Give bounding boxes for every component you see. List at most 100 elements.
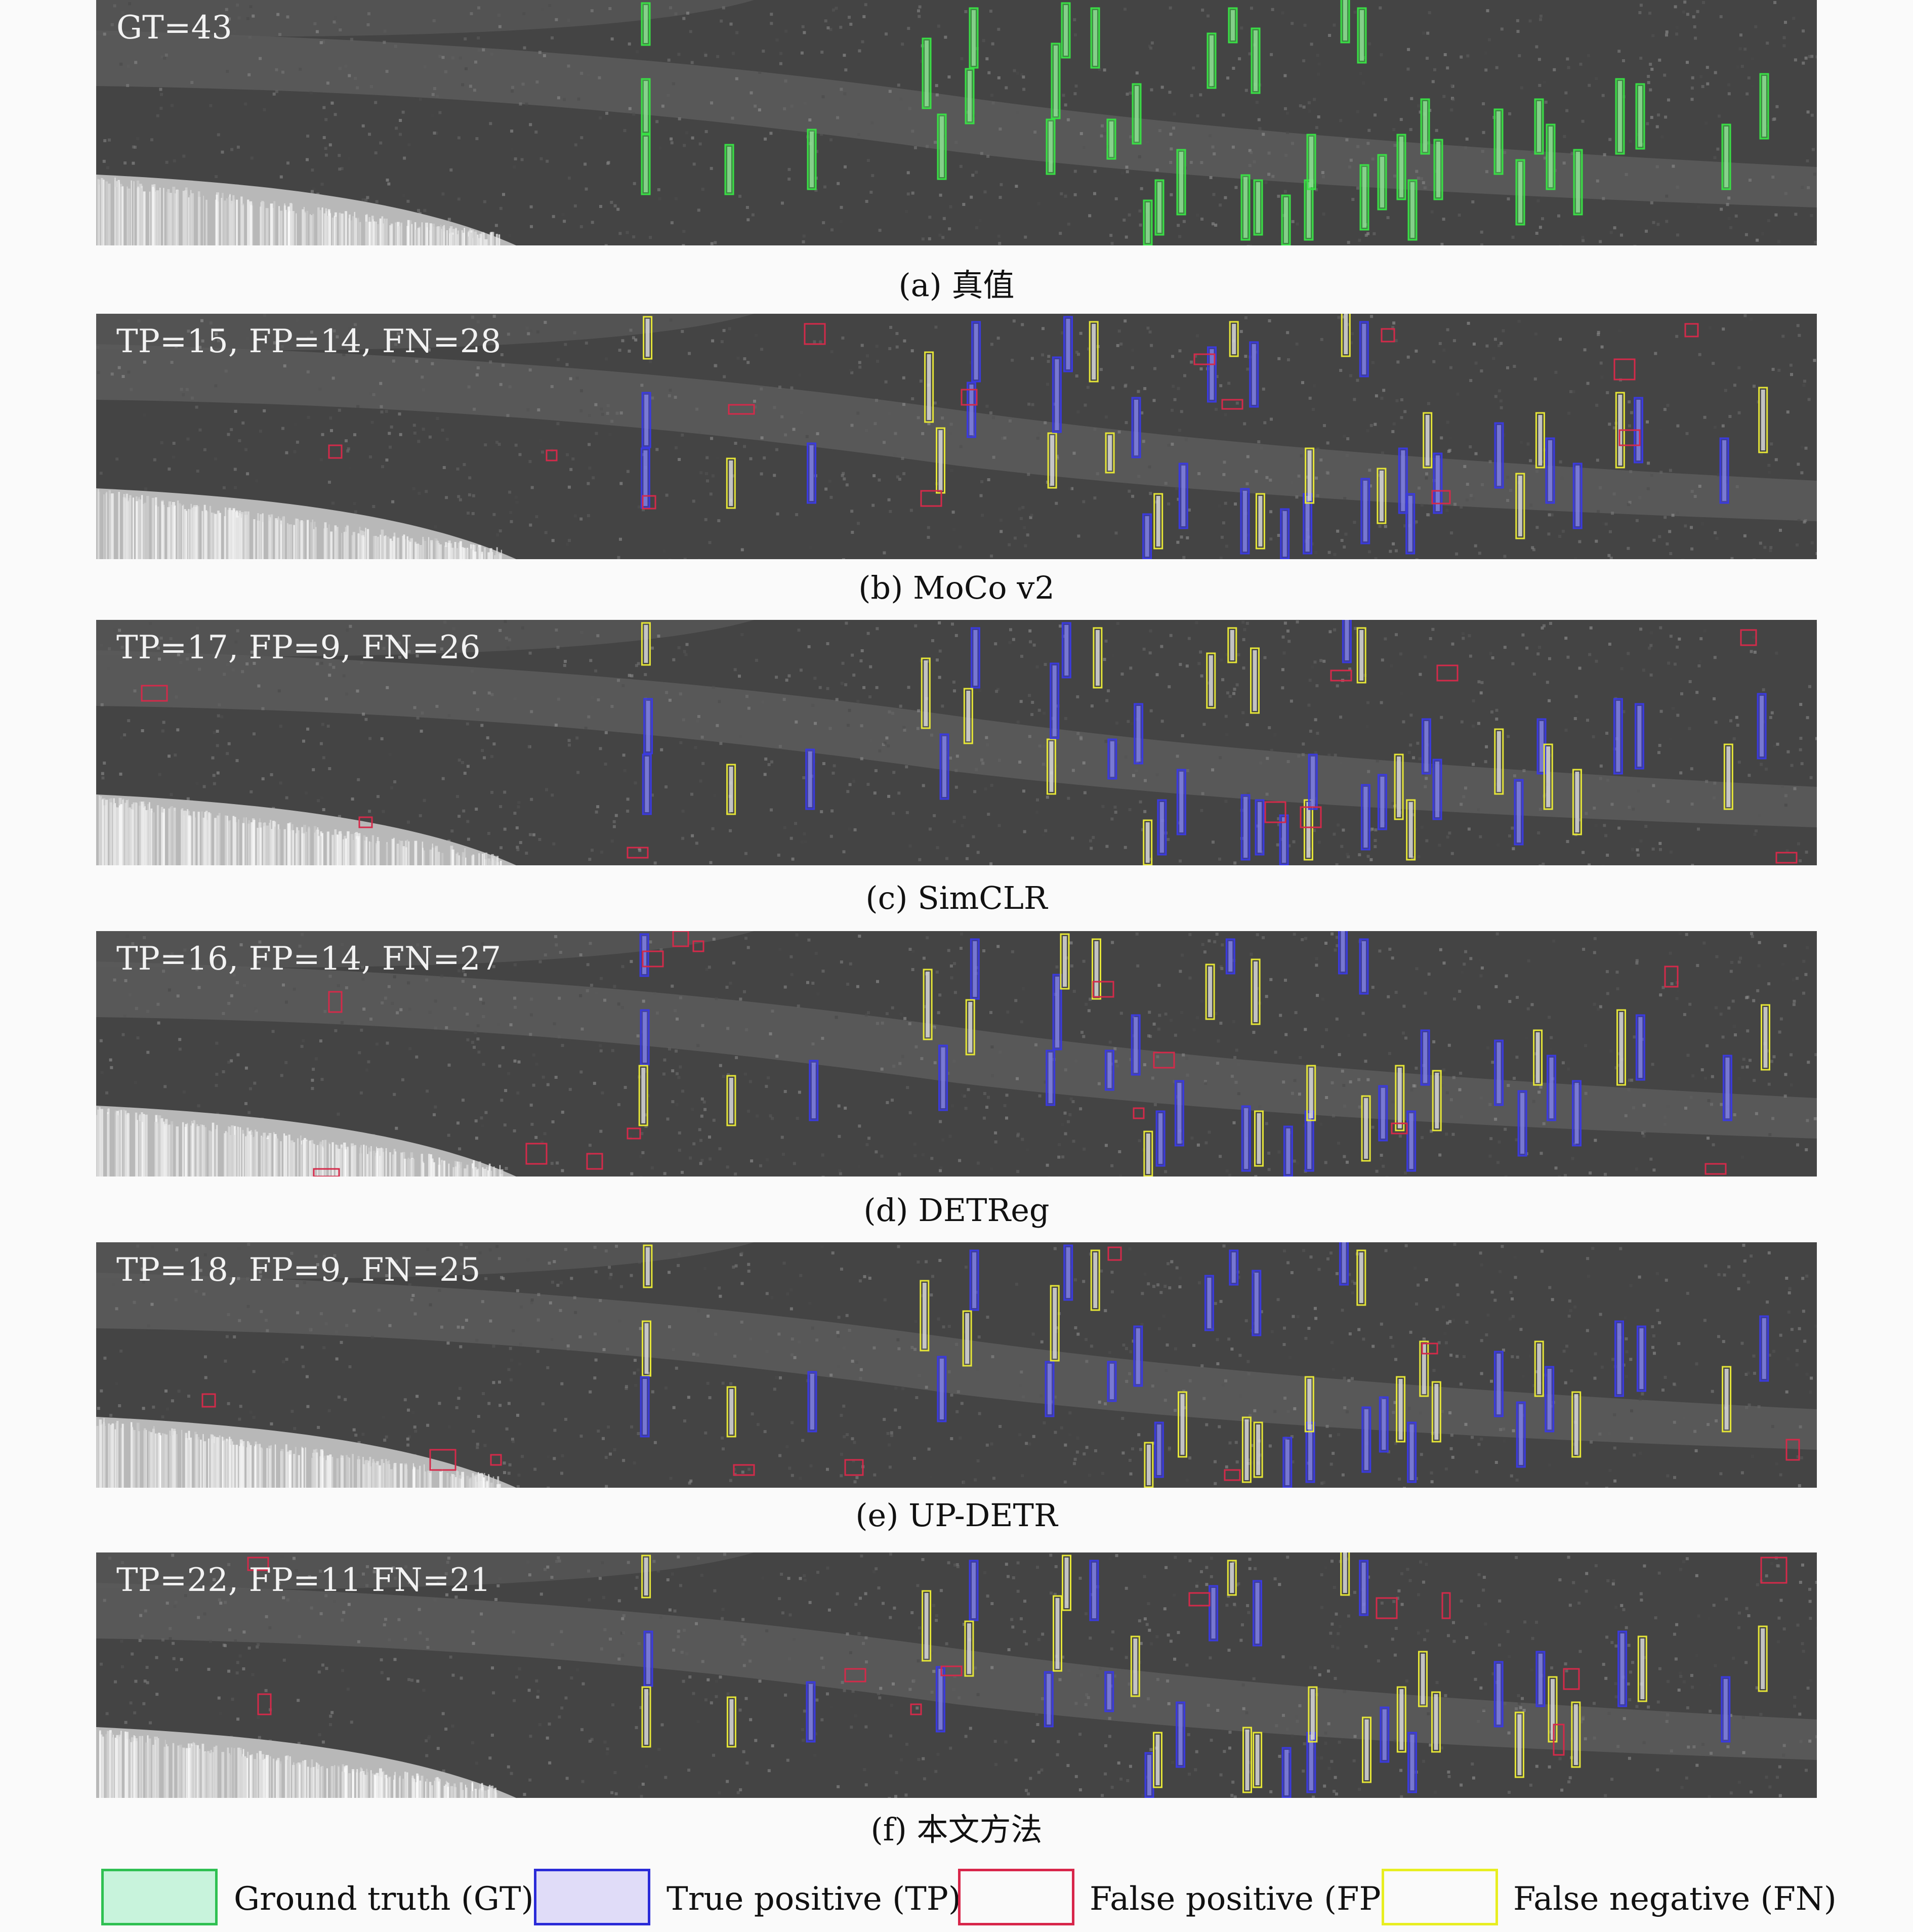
gt-box xyxy=(1143,199,1153,245)
panel-stat-label: TP=17, FP=9, FN=26 xyxy=(116,629,481,666)
fp-box xyxy=(627,847,649,859)
fn-box xyxy=(1153,1732,1162,1788)
fp-box xyxy=(804,323,826,345)
fp-box xyxy=(1188,1592,1211,1607)
gt-box xyxy=(922,37,932,109)
gt-box xyxy=(1228,7,1238,44)
tp-box xyxy=(1155,1110,1166,1167)
fp-box xyxy=(1704,1163,1727,1175)
fn-box xyxy=(1356,1249,1366,1306)
tp-box xyxy=(640,1009,650,1066)
fp-box xyxy=(1391,1122,1408,1135)
tp-box xyxy=(1104,1049,1114,1091)
tp-box xyxy=(1721,1676,1731,1743)
fn-box xyxy=(1130,1635,1140,1697)
tp-box xyxy=(1339,1242,1349,1286)
tp-box xyxy=(805,748,815,810)
sonar-image xyxy=(96,314,1817,559)
tp-box xyxy=(1493,1351,1504,1417)
tp-box xyxy=(1377,774,1387,830)
tp-box xyxy=(1545,437,1555,504)
fn-box xyxy=(963,688,973,744)
legend-swatch-tp xyxy=(534,1869,650,1925)
panel-caption: (f) 本文方法 xyxy=(870,1811,1043,1848)
gt-box xyxy=(1420,98,1430,155)
tp-box xyxy=(1283,1125,1293,1177)
fn-box xyxy=(643,1244,653,1288)
fn-box xyxy=(1572,769,1582,835)
fp-box xyxy=(328,444,343,459)
gt-box xyxy=(1132,83,1142,145)
gt-box xyxy=(1493,108,1504,175)
tp-box xyxy=(1209,1585,1219,1642)
fp-box xyxy=(1618,429,1641,446)
fn-box xyxy=(965,999,975,1056)
fn-box xyxy=(1308,1686,1318,1743)
gt-box xyxy=(1635,83,1645,150)
panel-caption: (a) 真值 xyxy=(898,267,1015,304)
fp-box xyxy=(586,1153,603,1170)
tp-box xyxy=(1134,703,1144,765)
gt-box xyxy=(1546,123,1556,190)
tp-box xyxy=(970,938,980,1000)
sonar-image xyxy=(96,0,1817,245)
tp-box xyxy=(1229,1249,1239,1286)
tp-box xyxy=(1634,703,1644,770)
gt-box xyxy=(1207,32,1217,89)
fn-box xyxy=(1535,412,1545,469)
panel-stat-label: TP=15, FP=14, FN=28 xyxy=(116,323,502,360)
gt-box xyxy=(1051,43,1061,119)
fp-box xyxy=(1664,965,1679,988)
tp-box xyxy=(643,698,653,754)
fn-box xyxy=(1722,1366,1732,1433)
tp-box xyxy=(939,733,949,800)
fp-box xyxy=(257,1693,272,1715)
panel-stat-label: TP=22, FP=11 FN=21 xyxy=(116,1562,491,1599)
tp-box xyxy=(969,1560,979,1621)
fn-box xyxy=(1377,468,1387,524)
fn-box xyxy=(1306,1065,1316,1121)
tp-box xyxy=(1154,1421,1164,1478)
tp-box xyxy=(1614,1320,1624,1397)
fn-box xyxy=(1361,1095,1371,1162)
tp-box xyxy=(1157,799,1167,856)
fn-box xyxy=(1241,1416,1252,1483)
fn-box xyxy=(1396,1376,1406,1443)
gt-box xyxy=(1106,118,1116,160)
tp-box xyxy=(971,321,981,383)
tp-box xyxy=(806,1681,816,1743)
fp-box xyxy=(733,1464,755,1476)
fn-box xyxy=(1206,652,1216,709)
fn-box xyxy=(1053,1595,1062,1672)
fn-box xyxy=(1514,1711,1524,1778)
tp-box xyxy=(1360,478,1370,544)
gt-box xyxy=(1721,123,1731,190)
fn-box xyxy=(638,1065,648,1126)
gt-box xyxy=(1515,159,1525,226)
tp-box xyxy=(1407,1732,1417,1793)
fn-box xyxy=(1543,743,1553,810)
fn-box xyxy=(1255,493,1265,550)
fn-box xyxy=(1229,321,1239,357)
fn-box xyxy=(1362,1716,1371,1783)
fp-box xyxy=(1153,1052,1175,1069)
panel-proposed-method: TP=22, FP=11 FN=21 xyxy=(96,1552,1817,1798)
tp-box xyxy=(1052,356,1062,433)
fn-box xyxy=(921,657,931,729)
fn-box xyxy=(1144,1442,1154,1488)
gt-box xyxy=(1615,78,1625,155)
tp-box xyxy=(643,1630,653,1687)
fn-box xyxy=(1515,473,1525,539)
panel-caption: (e) UP-DETR xyxy=(855,1497,1058,1534)
panel-moco: TP=15, FP=14, FN=28 xyxy=(96,314,1817,559)
fn-box xyxy=(641,622,651,666)
legend-swatch-fp xyxy=(958,1869,1074,1925)
gt-box xyxy=(1240,174,1251,241)
tp-box xyxy=(1178,463,1188,529)
fn-box xyxy=(1571,1391,1582,1458)
fp-box xyxy=(1376,1597,1398,1619)
tp-box xyxy=(1759,1315,1769,1382)
fp-box xyxy=(1107,1246,1122,1261)
tp-box xyxy=(1241,1105,1251,1172)
tp-box xyxy=(1144,1752,1154,1798)
